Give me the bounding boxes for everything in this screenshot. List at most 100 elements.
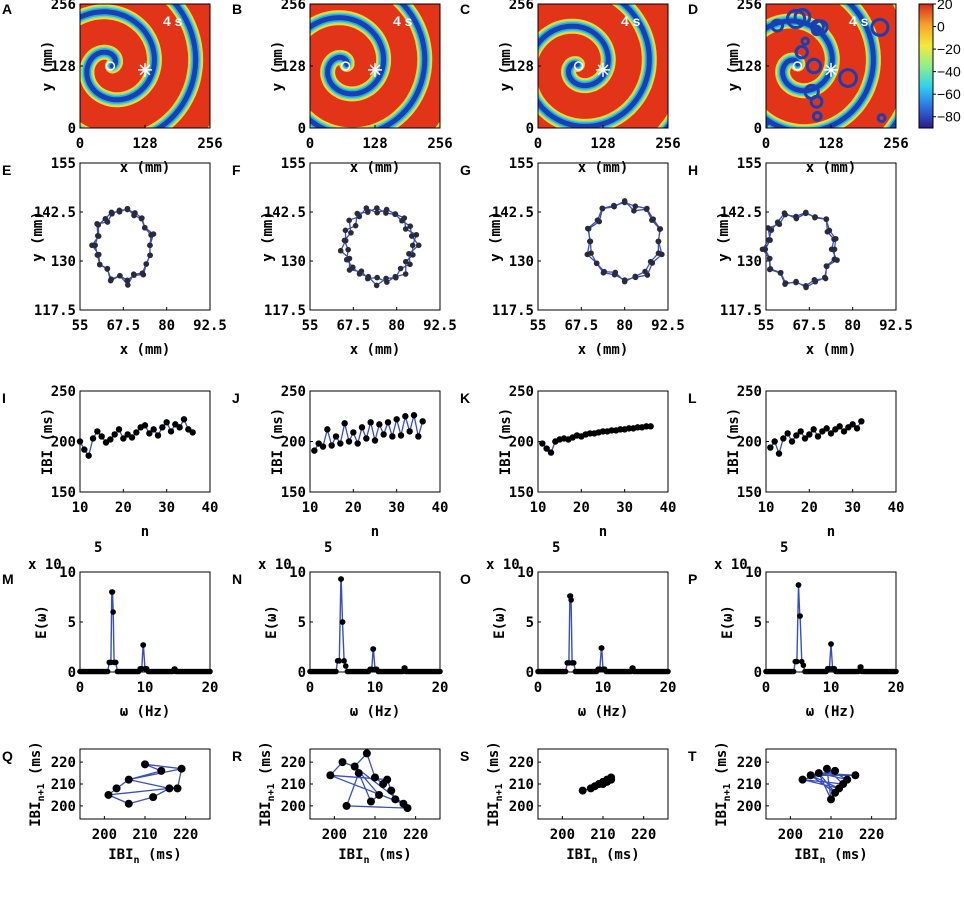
- x-tick-label: 210: [132, 827, 157, 843]
- trajectory-point: [397, 265, 404, 272]
- trajectory-point: [130, 271, 137, 278]
- x-tick-label: 10: [595, 680, 612, 696]
- trajectory-point: [782, 280, 789, 286]
- y-tick-label: 130: [281, 254, 306, 270]
- panel-label-q: Q: [2, 748, 13, 764]
- trajectory-point: [793, 279, 799, 286]
- y-tick-label: 200: [281, 799, 306, 815]
- ibi-point: [788, 438, 796, 445]
- ibi-point: [337, 440, 344, 447]
- y-axis-label-unit: (ms): [258, 741, 274, 783]
- x-axis-label: x (mm): [806, 342, 857, 358]
- trajectory-point: [138, 215, 145, 222]
- trajectory-point: [337, 247, 344, 254]
- return-map-point: [350, 762, 359, 771]
- y-multiplier-exponent: 5: [94, 540, 102, 556]
- x-tick-label: 128: [818, 136, 843, 152]
- x-tick-label: 80: [616, 318, 633, 334]
- wave-fragment: [810, 24, 823, 37]
- x-tick-label: 0: [306, 680, 314, 696]
- time-annotation: 4 s: [621, 13, 641, 29]
- return-map-point: [157, 766, 166, 775]
- return-map-point: [177, 764, 186, 773]
- ibi-point: [814, 433, 822, 440]
- x-tick-label: 30: [616, 500, 633, 516]
- colorbar-tick-label: 0: [937, 19, 945, 35]
- x-tick-label: 40: [660, 500, 677, 516]
- ibi-point: [358, 424, 366, 431]
- y-axis-label: y (mm): [260, 211, 276, 262]
- x-axis-label-unit: (ms): [826, 847, 868, 863]
- y-tick-label: 200: [51, 799, 76, 815]
- ibi-point: [836, 423, 843, 430]
- axes-frame: [309, 571, 441, 673]
- y-axis-label: E(ω): [264, 605, 280, 639]
- trajectory-point: [407, 223, 414, 229]
- return-map-point: [173, 784, 182, 793]
- x-tick-label: 20: [660, 680, 677, 696]
- ibi-point: [76, 438, 84, 445]
- x-tick-label: 210: [590, 827, 615, 843]
- trajectory-point: [599, 205, 606, 212]
- x-tick-label: 55: [530, 318, 547, 334]
- spectrum-point: [342, 663, 349, 669]
- y-axis-label: y (mm): [40, 41, 56, 92]
- axes-frame: [79, 390, 211, 493]
- ibi-point: [111, 431, 118, 438]
- y-tick-label: 155: [737, 156, 762, 172]
- panel-b: B 4 s 0 128 256 0 128 256 y (mm) x (mm): [232, 0, 453, 176]
- spectrum-point: [207, 668, 213, 675]
- wave-fragment: [805, 57, 823, 75]
- x-tick-label: 0: [76, 680, 84, 696]
- x-tick-label: 67.5: [106, 318, 140, 334]
- x-tick-label: 30: [844, 500, 861, 516]
- trajectory-point: [383, 210, 389, 216]
- x-tick-label: 55: [758, 318, 775, 334]
- trajectory-point: [828, 246, 835, 253]
- panel-m: M 0 10 20 0 5 10 E(ω) ω (Hz) x 10 5: [2, 540, 218, 720]
- axes-frame: [537, 571, 669, 673]
- trajectory-point: [96, 261, 103, 268]
- x-tick-label: 10: [367, 680, 384, 696]
- trajectory-point: [824, 228, 831, 235]
- colorbar-tick-label: −40: [937, 64, 961, 80]
- return-map-point: [831, 766, 840, 775]
- ibi-point: [367, 419, 374, 426]
- ibi-point: [154, 432, 162, 439]
- panel-label-a: A: [2, 1, 12, 17]
- panel-label-d: D: [688, 1, 698, 17]
- x-tick-label: 67.5: [792, 318, 826, 334]
- y-tick-label: 155: [509, 156, 534, 172]
- x-tick-label: 40: [888, 500, 905, 516]
- ibi-point: [393, 416, 400, 423]
- x-tick-label: 40: [432, 500, 449, 516]
- y-tick-label: 142.5: [34, 205, 76, 221]
- return-map-point: [104, 790, 113, 799]
- y-axis-label-unit: (ms): [714, 741, 730, 783]
- trajectory-point: [774, 219, 781, 226]
- ibi-point: [647, 423, 654, 430]
- ibi-point: [146, 430, 153, 437]
- wave-band: [80, 4, 199, 128]
- trajectory-point: [621, 278, 628, 285]
- y-tick-label: 210: [51, 777, 76, 793]
- y-tick-label: 130: [509, 254, 534, 270]
- ibi-point: [328, 442, 335, 449]
- ibi-point: [419, 418, 426, 425]
- x-axis-label: n: [371, 524, 379, 540]
- trajectory-point: [584, 251, 591, 258]
- return-map-point: [599, 780, 607, 788]
- y-tick-label: 200: [509, 435, 534, 451]
- panel-label-n: N: [232, 571, 242, 587]
- y-tick-label: 5: [754, 615, 762, 631]
- trajectory-point: [143, 261, 149, 267]
- wave-fragment: [793, 8, 812, 26]
- x-tick-label: 10: [302, 500, 319, 516]
- x-tick-label: 0: [762, 136, 770, 152]
- trajectory-point: [392, 273, 399, 280]
- x-tick-label: 0: [762, 680, 770, 696]
- trajectory-point: [621, 198, 628, 204]
- x-axis-label-unit: (ms): [370, 847, 412, 863]
- trajectory-point: [831, 256, 838, 263]
